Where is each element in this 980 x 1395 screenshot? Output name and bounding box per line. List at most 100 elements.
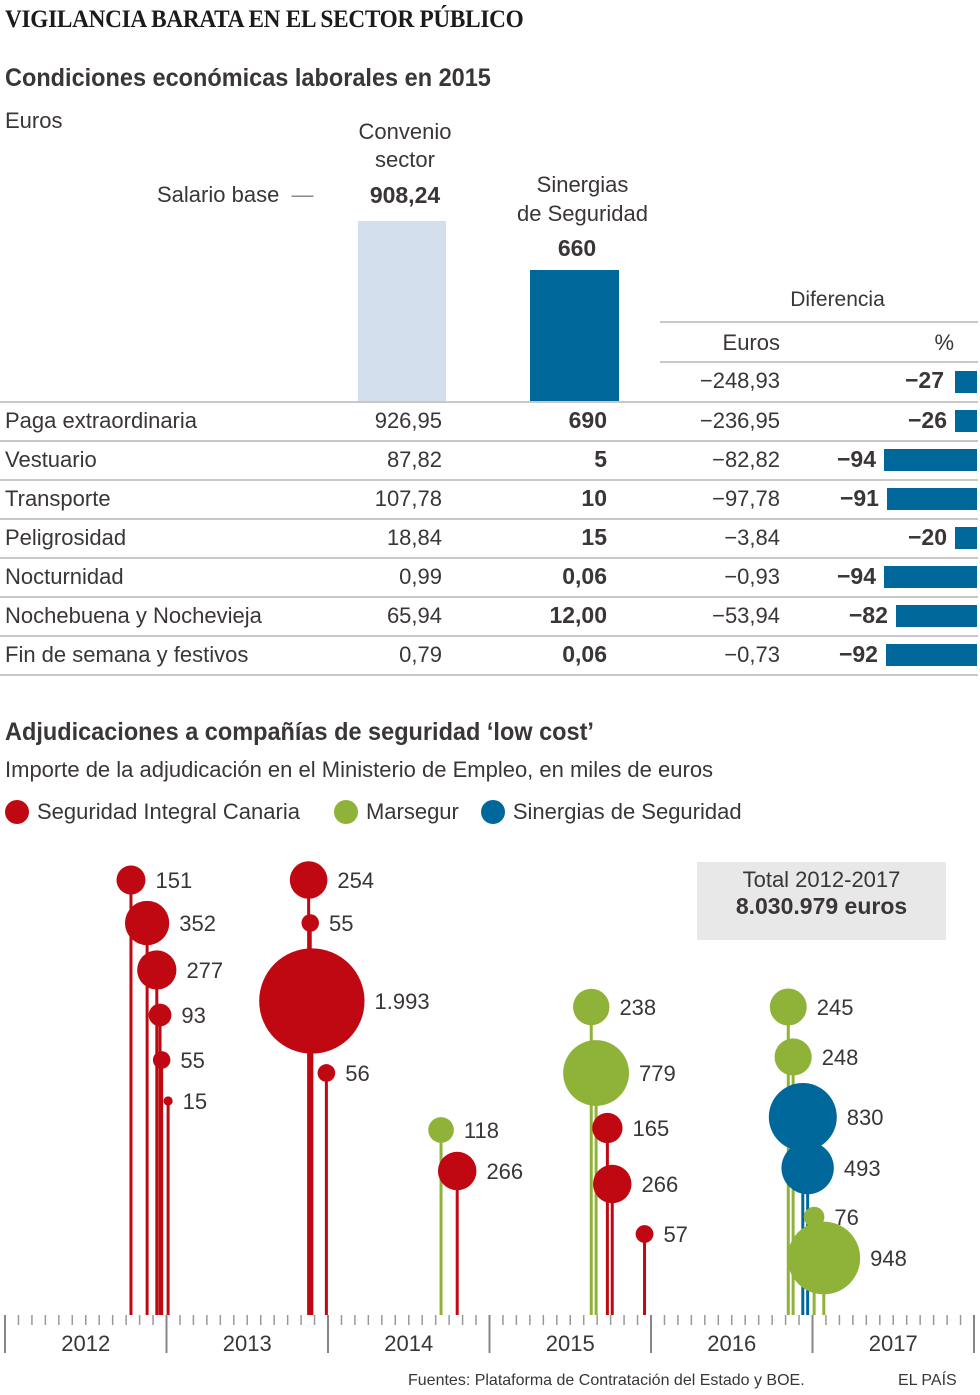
bubble-label: 55 (329, 911, 353, 936)
row-diff-euros: −0,93 (724, 564, 780, 589)
divider (0, 440, 978, 442)
bubble-label: 238 (619, 995, 656, 1020)
row-convenio-value: 0,99 (399, 564, 442, 589)
row-diff-pct: −20 (907, 524, 947, 550)
row-diff-pct: −26 (907, 407, 947, 433)
bubble-point (428, 1117, 454, 1143)
row-diff-pct: −94 (836, 563, 876, 589)
divider (660, 321, 978, 323)
total-box: Total 2012-2017 8.030.979 euros (697, 862, 946, 940)
bubble-label: 830 (847, 1105, 884, 1130)
row-sinergias-value: 15 (581, 524, 607, 550)
bubble-label: 948 (870, 1246, 907, 1271)
row-sinergias-value: 0,06 (562, 563, 607, 589)
legend-label-marsegur: Marsegur (365, 799, 459, 824)
bubble-label: 15 (183, 1089, 207, 1114)
bubble-point (124, 900, 170, 946)
bubble-label: 118 (464, 1118, 499, 1143)
row-pct-bar (886, 488, 977, 510)
year-label: 2013 (223, 1331, 272, 1356)
divider (0, 479, 978, 481)
row-convenio-value: 18,84 (386, 525, 442, 550)
bubble-point (635, 1225, 654, 1243)
legend-label-canaria: Seguridad Integral Canaria (37, 799, 300, 824)
bubble-point (769, 988, 807, 1026)
row-sinergias-value: 12,00 (549, 602, 607, 628)
row-pct-bar (895, 605, 977, 627)
bubble-label: 266 (486, 1159, 523, 1184)
bubble-point (563, 1040, 630, 1106)
section1-title: Condiciones económicas laborales en 2015 (5, 64, 491, 92)
bubble-point (437, 1151, 477, 1191)
bubble-label: 245 (817, 995, 854, 1020)
bubble-point (163, 1096, 173, 1106)
row-pct-bar (955, 527, 977, 549)
bubble-label: 93 (181, 1003, 205, 1028)
row-diff-euros: −53,94 (712, 603, 780, 628)
row-diff-euros: −3,84 (724, 525, 780, 550)
bubble-point (317, 1064, 336, 1082)
bubble-point (768, 1083, 837, 1151)
bubble-label: 248 (822, 1045, 859, 1070)
row-convenio-value: 0,79 (399, 642, 442, 667)
divider (0, 557, 978, 559)
row-sinergias-value: 0,06 (562, 641, 607, 667)
legend-dot-canaria (5, 800, 29, 824)
row-convenio-value: 87,82 (386, 447, 442, 472)
row-convenio-value: 107,78 (374, 486, 442, 511)
bubble-label: 352 (179, 911, 216, 936)
section2-title: Adjudicaciones a compañías de seguridad … (5, 718, 594, 746)
salario-diff-pct: −27 (904, 367, 944, 393)
bubble-point (259, 948, 365, 1054)
row-diff-pct: −92 (838, 641, 878, 667)
total-value: 8.030.979 euros (735, 893, 908, 919)
legend-dot-sinergias (480, 800, 505, 824)
row-label: Nochebuena y Nochevieja (5, 603, 262, 628)
row-sinergias-value: 5 (594, 446, 607, 472)
section2-subtitle: Importe de la adjudicación en el Ministe… (5, 757, 714, 782)
bubble-point (137, 950, 177, 990)
year-label: 2016 (707, 1331, 756, 1356)
bubble-chart: 151 352 277 93 55 15 254 55 1.993 56 266 165 266 57 11… (4, 861, 975, 1356)
bubble-point (781, 1141, 834, 1195)
diff-euros-header: Euros (722, 330, 780, 355)
row-pct-bar (885, 644, 977, 666)
bubble-point (787, 1221, 861, 1295)
bubble-label: 165 (633, 1116, 670, 1141)
salario-sinergias-value: 660 (557, 235, 597, 261)
bar-sinergias-salario (530, 270, 619, 401)
row-label: Transporte (5, 486, 111, 511)
bubble-point (573, 988, 610, 1026)
bubble-point (592, 1164, 632, 1204)
bubble-label: 1.993 (375, 989, 430, 1014)
source-note: Fuentes: Plataforma de Contratación del … (408, 1372, 805, 1389)
divider (0, 674, 978, 676)
bubble-point (152, 1051, 171, 1069)
bubble-point (592, 1112, 623, 1144)
bubble-label: 277 (186, 958, 223, 983)
row-label: Paga extraordinaria (5, 408, 198, 433)
bubble-point (774, 1038, 812, 1076)
unit-label: Euros (5, 108, 63, 133)
bubble-label: 254 (337, 868, 374, 893)
row-label: Peligrosidad (5, 525, 127, 550)
row-convenio-value: 65,94 (386, 603, 442, 628)
year-label: 2012 (61, 1331, 110, 1356)
col-header-convenio-line1: Convenio (358, 119, 452, 144)
bubble-point (301, 914, 319, 932)
row-pct-bar (884, 449, 977, 471)
year-label: 2017 (869, 1331, 918, 1356)
row-label: Fin de semana y festivos (5, 642, 249, 667)
salario-pct-bar (955, 371, 977, 393)
bubble-point (116, 865, 146, 895)
row-sinergias-value: 690 (568, 407, 607, 433)
row-diff-euros: −97,78 (712, 486, 780, 511)
salario-base-dash: — (291, 182, 314, 207)
table-baseline (0, 401, 978, 403)
diferencia-header: Diferencia (790, 288, 885, 311)
row-diff-euros: −236,95 (699, 408, 780, 433)
col-header-sinergias-line1: Sinergias (536, 172, 629, 197)
row-pct-bar (955, 410, 977, 432)
row-sinergias-value: 10 (581, 485, 607, 511)
row-diff-pct: −82 (848, 602, 888, 628)
